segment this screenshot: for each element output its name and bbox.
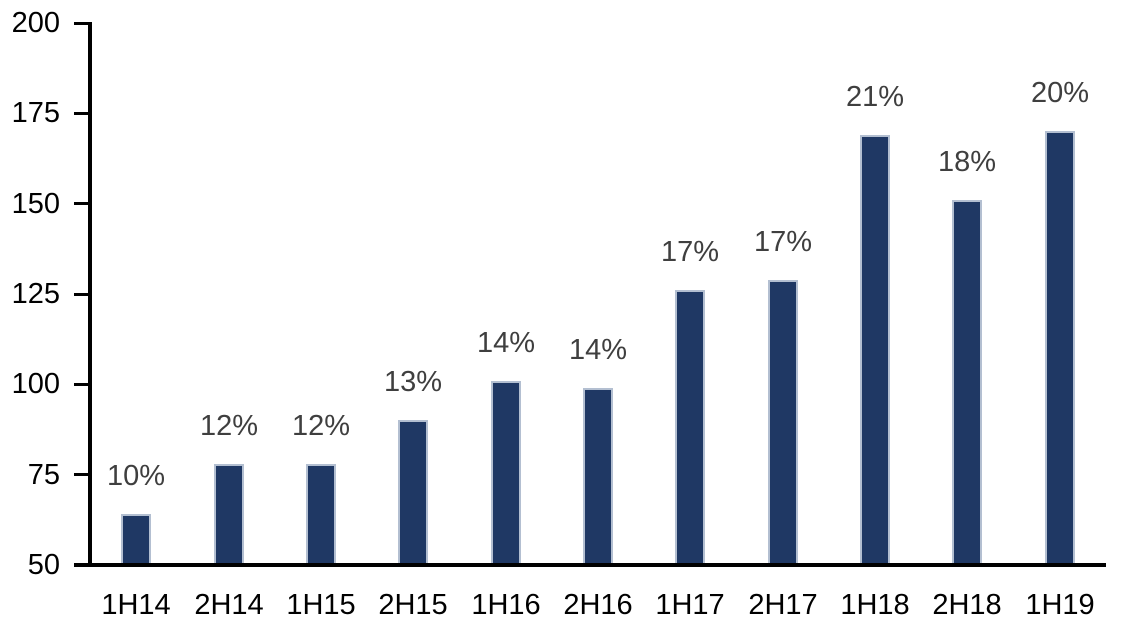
x-axis-category-label: 2H18 <box>932 589 1002 621</box>
bar-2h17 <box>768 280 798 565</box>
bar-value-label: 20% <box>1030 77 1090 109</box>
bar-value-label: 21% <box>845 81 905 113</box>
bar-1h18 <box>860 135 890 565</box>
y-axis-tick <box>74 293 88 296</box>
bar-1h17 <box>675 290 705 565</box>
y-axis-tick <box>74 202 88 205</box>
bar-value-label: 17% <box>753 226 813 258</box>
bar-value-label: 12% <box>291 410 351 442</box>
bar-2h16 <box>583 388 613 565</box>
y-axis-tick-label: 125 <box>11 278 60 310</box>
x-axis-category-label: 1H16 <box>471 589 541 621</box>
bar-1h15 <box>306 464 336 565</box>
y-axis-tick-label: 200 <box>11 7 60 39</box>
y-axis-tick-label: 100 <box>11 368 60 400</box>
y-axis-tick-label: 175 <box>11 97 60 129</box>
x-axis-category-label: 2H15 <box>378 589 448 621</box>
y-axis-tick <box>74 112 88 115</box>
x-axis-category-label: 1H14 <box>101 589 171 621</box>
y-axis-tick <box>74 383 88 386</box>
bar-value-label: 14% <box>476 327 536 359</box>
y-axis-tick <box>74 473 88 476</box>
x-axis-category-label: 2H14 <box>194 589 264 621</box>
y-axis-tick-label: 75 <box>27 459 60 491</box>
y-axis-tick-label: 150 <box>11 188 60 220</box>
bar-2h18 <box>952 200 982 565</box>
bar-value-label: 17% <box>660 236 720 268</box>
bar-value-label: 14% <box>568 334 628 366</box>
x-axis-line <box>74 563 1106 567</box>
bar-1h19 <box>1045 131 1075 565</box>
x-axis-category-label: 2H16 <box>563 589 633 621</box>
bar-value-label: 18% <box>937 146 997 178</box>
bar-2h14 <box>214 464 244 565</box>
bar-1h14 <box>121 514 151 565</box>
y-axis-tick <box>74 22 88 25</box>
bar-value-label: 10% <box>106 460 166 492</box>
x-axis-category-label: 1H17 <box>655 589 725 621</box>
x-axis-category-label: 2H17 <box>748 589 818 621</box>
x-axis-category-label: 1H18 <box>840 589 910 621</box>
x-axis-category-label: 1H19 <box>1025 589 1095 621</box>
x-axis-category-label: 1H15 <box>286 589 356 621</box>
bar-value-label: 13% <box>383 366 443 398</box>
bar-2h15 <box>398 420 428 565</box>
bar-value-label: 12% <box>199 410 259 442</box>
y-axis-line <box>88 22 92 567</box>
y-axis-tick-label: 50 <box>27 549 60 581</box>
bar-1h16 <box>491 381 521 565</box>
